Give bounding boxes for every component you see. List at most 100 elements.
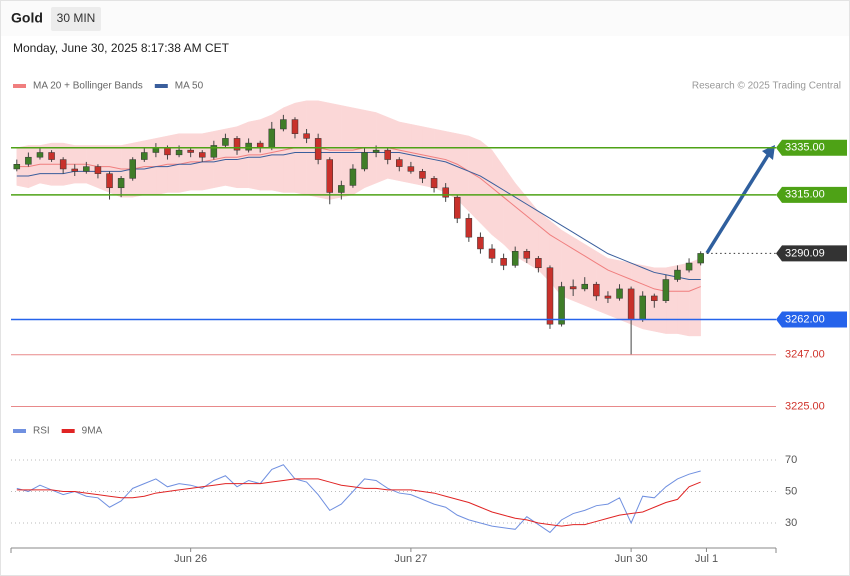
- candle-body: [175, 149, 183, 156]
- level-tag: [776, 311, 847, 328]
- level-label: 3225.00: [785, 400, 825, 412]
- x-tick-label: Jul 1: [695, 553, 718, 565]
- candle-body: [314, 138, 322, 160]
- interval-box[interactable]: [51, 7, 101, 31]
- candle-body: [616, 288, 623, 299]
- candle-body: [48, 152, 55, 160]
- candle-body: [384, 149, 391, 160]
- y-tick-label: 30: [785, 517, 797, 529]
- candle-body: [419, 171, 426, 179]
- candle-body: [71, 168, 78, 172]
- candle-body: [187, 149, 194, 153]
- symbol: Gold: [11, 10, 43, 26]
- rsi-line: [16, 478, 701, 527]
- candle-body: [546, 267, 554, 325]
- bollinger-band: [688, 257, 701, 337]
- candle-body: [13, 164, 21, 170]
- level-label: 3247.00: [785, 349, 825, 361]
- candle-body: [558, 286, 565, 325]
- level-tag: [776, 186, 847, 203]
- candle-body: [94, 166, 102, 174]
- legend-label: MA 20 + Bollinger Bands: [33, 81, 143, 92]
- level-tag: [776, 245, 847, 262]
- bollinger-band: [364, 109, 377, 189]
- candle-body: [338, 185, 345, 193]
- candle-body: [674, 269, 681, 280]
- x-tick-label: Jun 26: [174, 553, 207, 565]
- candle-body: [199, 152, 206, 158]
- candle-body: [651, 295, 658, 301]
- bollinger-band: [167, 133, 180, 193]
- candle-body: [361, 152, 368, 170]
- legend-label: RSI: [33, 426, 50, 437]
- candle-body: [488, 248, 496, 259]
- bollinger-band: [468, 135, 481, 224]
- y-tick-label: 70: [785, 454, 797, 466]
- bollinger-band: [572, 236, 585, 306]
- level-label: 3315.00: [785, 189, 825, 201]
- arrow-head: [762, 145, 775, 160]
- candle-body: [407, 166, 415, 172]
- level-label: 3262.00: [785, 313, 825, 325]
- bollinger-band: [491, 149, 504, 245]
- legend-label: 9MA: [82, 426, 103, 437]
- candle-body: [454, 196, 461, 219]
- candle-body: [36, 152, 44, 158]
- candle-body: [372, 149, 380, 153]
- x-tick-label: Jun 30: [615, 553, 648, 565]
- legend-swatch: [61, 429, 75, 433]
- candle-body: [268, 128, 276, 149]
- legend-swatch: [154, 84, 168, 88]
- candle-body: [500, 258, 507, 266]
- candle-body: [430, 178, 438, 189]
- candle-body: [291, 119, 299, 134]
- candle-body: [535, 258, 542, 268]
- candle-body: [233, 138, 241, 151]
- candle-body: [465, 218, 473, 238]
- candle-body: [245, 142, 252, 151]
- candle-body: [164, 147, 171, 156]
- candle-body: [141, 152, 148, 160]
- level-label: 3290.09: [785, 247, 825, 259]
- candle-body: [662, 279, 670, 301]
- y-tick-label: 50: [785, 485, 797, 497]
- candle-body: [117, 178, 125, 189]
- credit: Research © 2025 Trading Central: [692, 81, 841, 92]
- candle-body: [685, 262, 693, 271]
- legend-swatch: [13, 84, 26, 88]
- candle-body: [639, 295, 646, 320]
- candle-body: [129, 159, 136, 179]
- candle-body: [627, 288, 635, 320]
- rsi-line: [16, 464, 701, 534]
- candle-body: [303, 133, 310, 139]
- candle-body: [477, 236, 484, 250]
- main-layer: [13, 114, 704, 355]
- candle-body: [523, 251, 531, 259]
- candle-body: [59, 159, 67, 170]
- level-label: 3335.00: [785, 142, 825, 154]
- candle-body: [222, 138, 229, 146]
- bollinger-band: [480, 140, 493, 236]
- header-bar: [1, 1, 849, 36]
- candle-body: [697, 253, 704, 264]
- interval[interactable]: 30 MIN: [57, 11, 96, 25]
- bollinger-band: [584, 243, 597, 311]
- timestamp: Monday, June 30, 2025 8:17:38 AM CET: [13, 41, 230, 55]
- candle-body: [442, 187, 449, 198]
- candle-body: [349, 168, 357, 186]
- candle-body: [210, 145, 218, 158]
- candle-body: [569, 286, 577, 290]
- candle-body: [83, 166, 90, 172]
- x-tick-label: Jun 27: [394, 553, 427, 565]
- candle-body: [581, 283, 588, 290]
- candle-body: [396, 159, 403, 167]
- candle-body: [604, 295, 612, 299]
- level-tag: [776, 139, 847, 156]
- candle-body: [280, 119, 287, 130]
- candle-body: [326, 159, 333, 193]
- legend-label: MA 50: [175, 81, 204, 92]
- bollinger-band: [596, 250, 609, 316]
